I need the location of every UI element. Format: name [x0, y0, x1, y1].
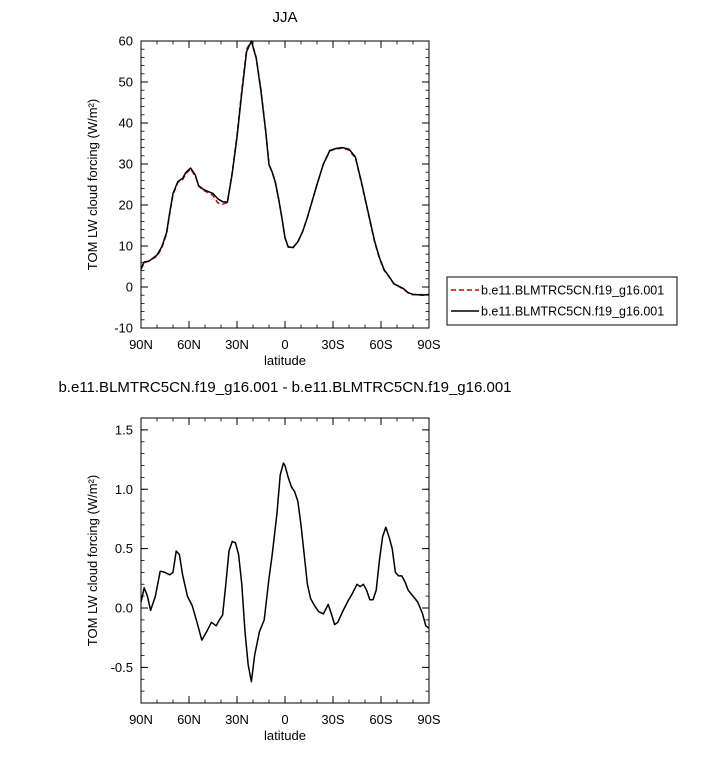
- x-tick-label: 60S: [369, 712, 392, 727]
- y-tick-label: -10: [114, 321, 133, 336]
- bottom-panel: b.e11.BLMTRC5CN.f19_g16.001 - b.e11.BLMT…: [58, 379, 511, 743]
- x-axis-label: latitude: [264, 728, 306, 743]
- y-tick-label: 50: [119, 75, 133, 90]
- chart-title: JJA: [272, 9, 297, 26]
- legend-label-2: b.e11.BLMTRC5CN.f19_g16.001: [481, 305, 664, 319]
- x-tick-label: 90N: [129, 712, 153, 727]
- legend-box: [446, 276, 678, 326]
- chart-title: b.e11.BLMTRC5CN.f19_g16.001 - b.e11.BLMT…: [58, 379, 511, 396]
- y-tick-label: 0.5: [115, 541, 133, 556]
- legend-label-1: b.e11.BLMTRC5CN.f19_g16.001: [481, 284, 664, 298]
- y-tick-label: 1.5: [115, 422, 133, 437]
- y-axis-label: TOM LW cloud forcing (W/m²): [85, 99, 100, 270]
- series-line-1: [140, 40, 429, 296]
- x-tick-label: 30S: [321, 337, 344, 352]
- y-tick-label: 30: [119, 157, 133, 172]
- y-tick-label: 10: [119, 239, 133, 254]
- y-tick-label: 40: [119, 116, 133, 131]
- x-tick-label: 90S: [417, 337, 440, 352]
- x-tick-label: 30N: [225, 337, 249, 352]
- x-axis-label: latitude: [264, 353, 306, 368]
- x-tick-label: 60N: [177, 337, 201, 352]
- top-panel: JJA -10 0 10 20 30 40 50 60 90N 60N 30N 0 30S 60S 90S la…: [85, 9, 678, 368]
- y-tick-label: 20: [119, 198, 133, 213]
- plot-frame: [140, 40, 430, 329]
- x-tick-label: 90S: [417, 712, 440, 727]
- y-tick-label: 0.0: [115, 601, 133, 616]
- x-tick-label: 30S: [321, 712, 344, 727]
- x-tick-label: 90N: [129, 337, 153, 352]
- y-tick-label: 0: [126, 280, 133, 295]
- y-tick-label: -0.5: [111, 660, 133, 675]
- x-tick-label: 0: [281, 337, 288, 352]
- x-tick-label: 30N: [225, 712, 249, 727]
- x-tick-label: 0: [281, 712, 288, 727]
- series-line-1: [140, 462, 430, 683]
- plot-frame: [140, 417, 430, 704]
- x-tick-label: 60N: [177, 712, 201, 727]
- x-tick-label: 60S: [369, 337, 392, 352]
- y-axis-label: TOM LW cloud forcing (W/m²): [85, 475, 100, 646]
- series-line-2: [140, 40, 429, 296]
- y-tick-label: 1.0: [115, 482, 133, 497]
- y-tick-label: 60: [119, 34, 133, 49]
